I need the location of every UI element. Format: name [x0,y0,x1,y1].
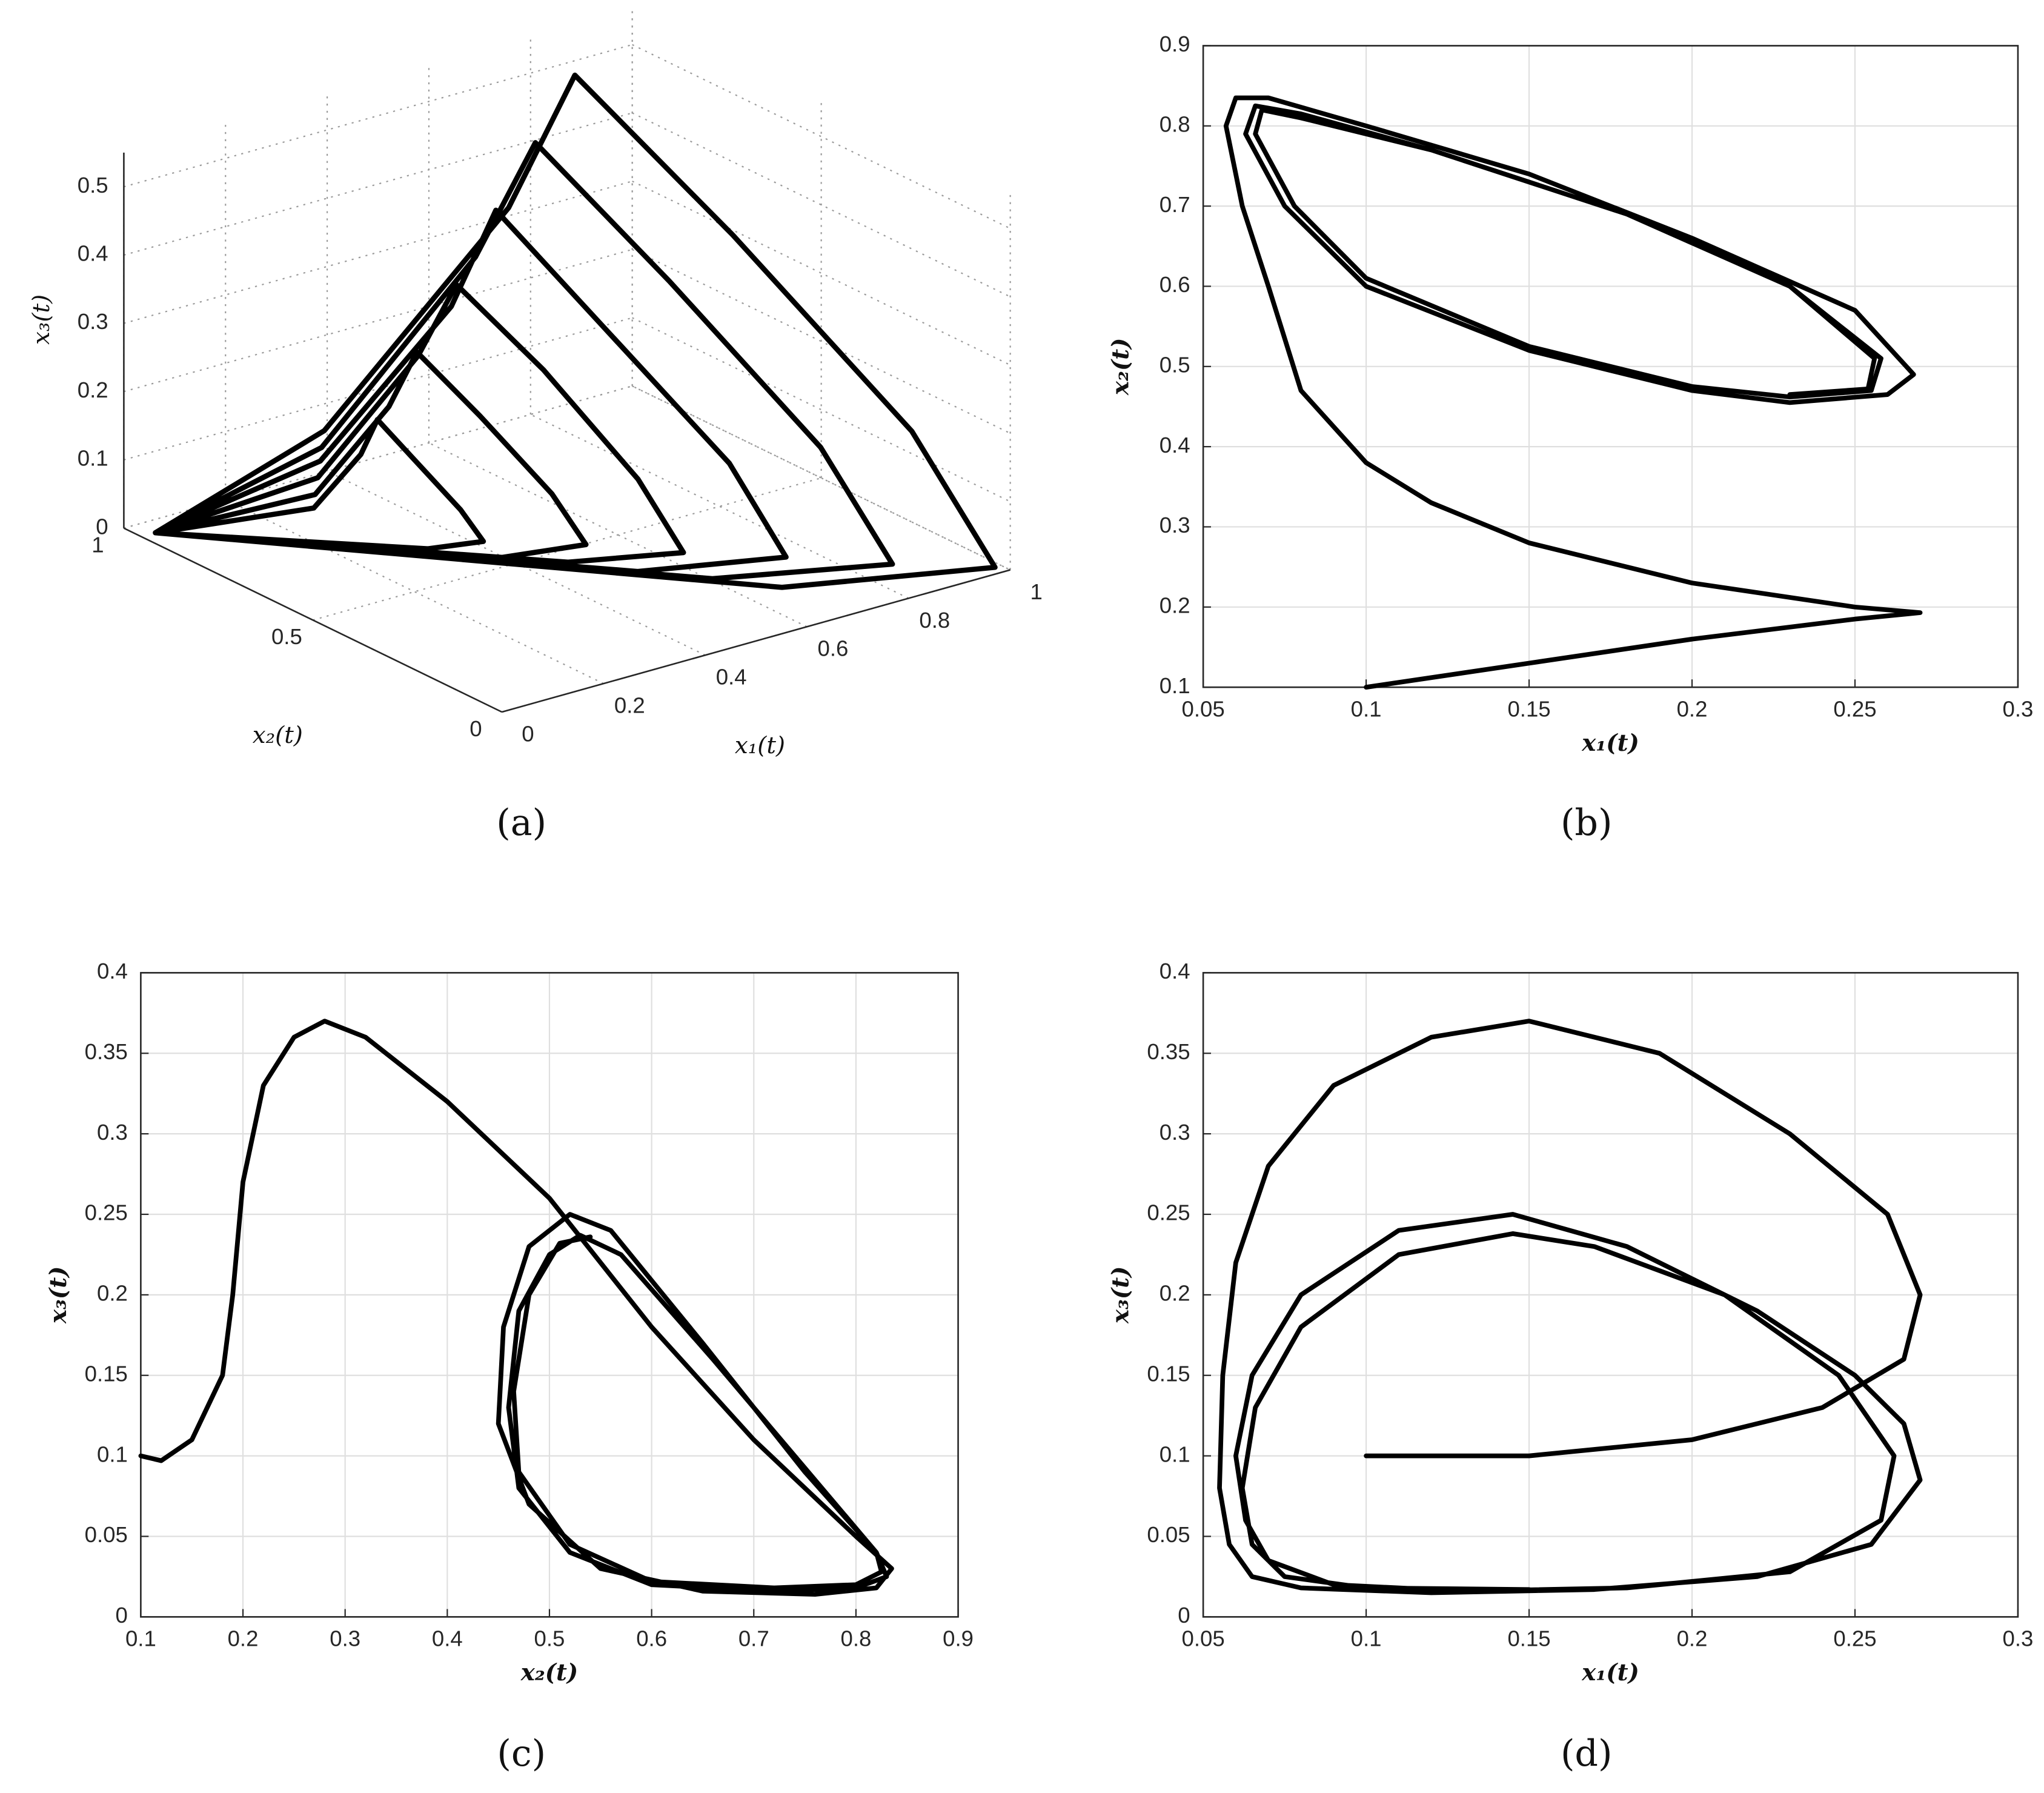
x-tick-label: 0.15 [1507,697,1550,722]
grid-line [632,181,1011,366]
x-tick-label: 0.8 [840,1626,871,1651]
grid-line [124,317,632,461]
x-tick-label: 0.3 [330,1626,360,1651]
y-tick-label: 0 [116,1603,128,1628]
x-tick-label: 0.05 [1181,697,1224,722]
y-tick-label: 0.3 [97,1120,128,1145]
x-tick-label: 0.3 [2003,697,2034,722]
grid-line [124,112,632,256]
y-axis [123,527,503,713]
panel-caption: (b) [1561,802,1613,844]
x-tick-label: 0.2 [228,1626,259,1651]
y-tick-label: 0.35 [1147,1039,1190,1064]
x-axis-label: x₁(t) [1581,1659,1639,1686]
x-tick-label: 0.7 [738,1626,769,1651]
y-tick-label: 0.05 [85,1522,128,1547]
y-tick-label: 0.15 [1147,1361,1190,1386]
y-tick-label: 0.5 [1160,352,1190,377]
x-tick-label: 0.25 [1833,697,1876,722]
y-tick-label: 0.35 [85,1039,128,1064]
x-tick-label: 0.3 [2003,1626,2034,1651]
x-tick-label: 0.1 [1351,697,1382,722]
x-tick-label: 0.1 [125,1626,156,1651]
x-tick-label: 0.25 [1833,1626,1876,1651]
x-tick-label: 0.1 [1351,1626,1382,1651]
y-tick-label: 0.4 [97,959,128,983]
z-tick-label: 0.5 [78,173,108,198]
panel-caption: (c) [497,1732,546,1775]
y-tick-label: 0.7 [1160,192,1190,217]
x-tick-label: 0.05 [1181,1626,1224,1651]
axes-box [140,972,959,1618]
x-tick-label: 0.4 [432,1626,463,1651]
trajectory [138,1019,894,1597]
y-tick-label: 0.4 [1160,433,1190,457]
y-tick-label: 0.15 [85,1361,128,1386]
y-tick-label: 0.2 [1160,593,1190,617]
x-tick-label: 0.5 [534,1626,565,1651]
y-tick-label: 0 [1178,1603,1190,1628]
x-axis-label: x₁(t) [735,732,785,759]
trajectory [1217,1019,1923,1595]
x-axis [502,569,1010,713]
y-tick-label: 0.25 [85,1200,128,1225]
z-tick-label: 0.3 [78,309,108,334]
y-tick-label: 0.2 [1160,1281,1190,1306]
grid-line [313,477,821,621]
grid-line [632,317,1011,502]
z-axis-label: x₃(t) [28,294,55,345]
y-tick-label: 0.3 [1160,1120,1190,1145]
y-tick-label: 0.8 [1160,111,1190,136]
grid-line [632,44,1011,230]
x-tick-label: 0 [522,721,534,746]
trajectory [1223,95,1923,690]
x-axis-label: x₂(t) [520,1659,579,1686]
y-tick-label: 0.4 [1160,959,1190,983]
x-tick-label: 0.4 [716,665,747,690]
y-tick-label: 0.1 [1160,673,1190,698]
y-tick-label: 1 [91,532,104,557]
y-axis-label: x₂(t) [253,722,303,749]
x-tick-label: 0.9 [943,1626,974,1651]
grid-line [124,181,632,324]
z-tick-label: 0.4 [78,241,108,266]
y-axis-label: x₃(t) [45,1266,72,1325]
grid-line [225,499,604,685]
y-tick-label: 0.1 [97,1442,128,1466]
z-tick-label: 0 [96,514,108,539]
y-tick-label: 0.6 [1160,272,1190,297]
y-tick-label: 0.3 [1160,513,1190,537]
z-tick-label: 0.2 [78,378,108,402]
y-tick-label: 0.05 [1147,1522,1190,1547]
y-axis-label: x₃(t) [1107,1266,1135,1325]
x-tick-label: 0.6 [818,636,849,661]
y-tick-label: 0.1 [1160,1442,1190,1466]
x-tick-label: 0.8 [919,608,950,633]
y-tick-label: 0.2 [97,1281,128,1306]
x-tick-label: 0.15 [1507,1626,1550,1651]
y-tick-label: 0.5 [271,624,302,649]
x-tick-label: 0.6 [636,1626,667,1651]
y-tick-label: 0.9 [1160,32,1190,56]
panel-caption: (d) [1561,1732,1613,1775]
trajectory [153,72,998,590]
grid-line [124,248,632,393]
x-tick-label: 0.2 [1677,697,1708,722]
x-tick-label: 1 [1030,579,1042,604]
y-tick-label: 0 [470,716,482,741]
axes-box [1202,45,2019,688]
y-axis-label: x₂(t) [1107,338,1135,396]
axes-box [1202,972,2019,1618]
x-axis-label: x₁(t) [1581,730,1639,757]
panel-caption: (a) [496,802,546,844]
x-tick-label: 0.2 [1677,1626,1708,1651]
y-tick-label: 0.25 [1147,1200,1190,1225]
x-tick-label: 0.2 [614,693,645,718]
z-tick-label: 0.1 [78,446,108,471]
grid-line [124,44,632,188]
